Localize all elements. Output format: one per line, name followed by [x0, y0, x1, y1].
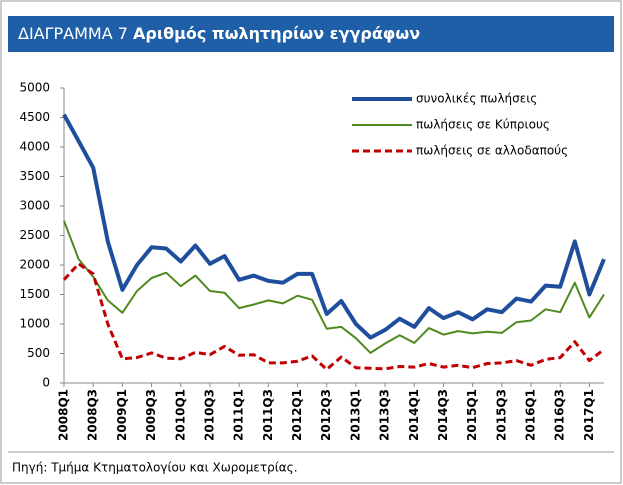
x-tick-label: 2014Q3: [436, 389, 450, 441]
legend-label: πωλήσεις σε αλλοδαπούς: [416, 144, 568, 158]
legend-label: συνολικές πωλήσεις: [416, 92, 537, 106]
legend-label: πωλήσεις σε Κύπριους: [416, 118, 550, 132]
x-tick-label: 2010Q3: [202, 389, 216, 441]
source-note: Πηγή: Τμήμα Κτηματολογίου και Χωρομετρία…: [12, 461, 298, 475]
chart-title: ΔΙΑΓΡΑΜΜΑ 7 Αριθμός πωλητηρίων εγγράφων: [18, 24, 420, 43]
x-tick-label: 2008Q3: [86, 389, 100, 441]
y-tick-label: 4500: [19, 110, 50, 124]
x-tick-label: 2013Q3: [378, 389, 392, 441]
x-tick-label: 2008Q1: [57, 389, 71, 441]
x-tick-label: 2010Q1: [173, 389, 187, 441]
x-tick-label: 2011Q3: [261, 389, 275, 441]
y-tick-label: 500: [27, 346, 50, 360]
y-tick-label: 2500: [19, 228, 50, 242]
y-tick-label: 1000: [19, 317, 50, 331]
series-line: [62, 113, 606, 340]
x-tick-label: 2016Q1: [524, 389, 538, 441]
y-tick-label: 3500: [19, 169, 50, 183]
y-tick-label: 1500: [19, 287, 50, 301]
title-prefix: ΔΙΑΓΡΑΜΜΑ 7: [18, 24, 128, 43]
y-tick-label: 4000: [19, 140, 50, 154]
x-tick-label: 2009Q3: [144, 389, 158, 441]
x-tick-label: 2009Q1: [115, 389, 129, 441]
y-tick-label: 2000: [19, 258, 50, 272]
y-tick-label: 5000: [19, 81, 50, 95]
y-tick-label: 0: [42, 376, 50, 390]
title-main: Αριθμός πωλητηρίων εγγράφων: [133, 24, 420, 43]
x-tick-label: 2015Q1: [465, 389, 479, 441]
x-tick-label: 2014Q1: [407, 389, 421, 441]
x-tick-label: 2017Q1: [582, 389, 596, 441]
series-line: [63, 220, 605, 354]
header-bar: [8, 16, 614, 52]
x-tick-label: 2016Q3: [553, 389, 567, 441]
x-tick-label: 2012Q1: [290, 389, 304, 441]
x-tick-label: 2013Q1: [348, 389, 362, 441]
x-tick-label: 2015Q3: [494, 389, 508, 441]
x-tick-label: 2012Q3: [319, 389, 333, 441]
y-tick-label: 3000: [19, 199, 50, 213]
x-tick-label: 2011Q1: [232, 389, 246, 441]
